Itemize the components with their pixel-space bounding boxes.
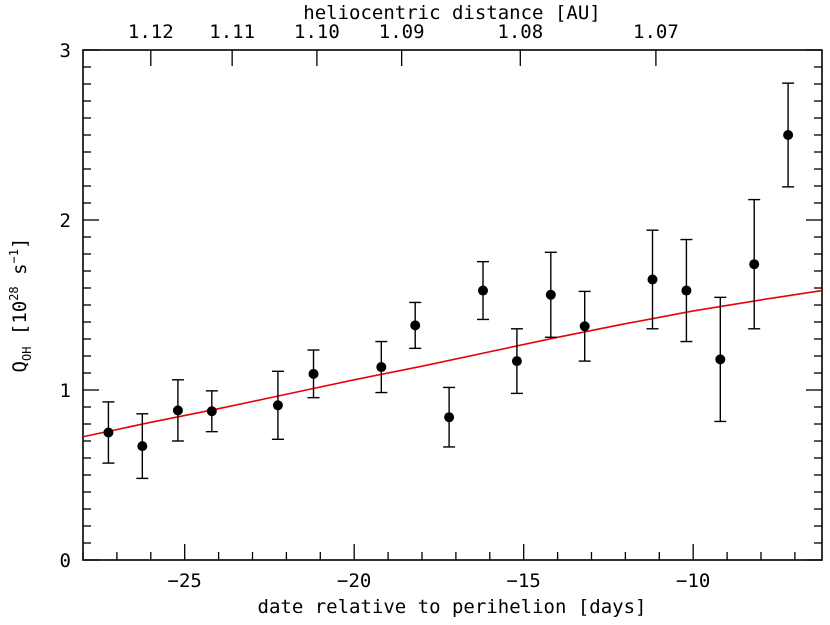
- data-point: [579, 321, 590, 332]
- y-label-unit-superscript: −1: [7, 249, 21, 263]
- x-tick-label: −10: [676, 570, 710, 592]
- data-point: [545, 289, 556, 300]
- top-tick-label: 1.11: [209, 21, 255, 43]
- top-tick-label: 1.07: [633, 21, 679, 43]
- data-point: [444, 412, 455, 423]
- data-points-layer: [102, 82, 795, 480]
- data-point: [681, 285, 692, 296]
- top-tick-label: 1.08: [497, 21, 543, 43]
- axis-tick-labels: −25 −20 −15 −10 0 1 2 3 1.12 1.11 1.10 1.09 1.08 1.07: [60, 21, 711, 592]
- y-tick-label: 3: [60, 40, 71, 62]
- data-point: [715, 354, 726, 365]
- y-label-prefix: Q: [9, 361, 31, 372]
- data-point: [749, 259, 760, 270]
- data-point: [172, 405, 183, 416]
- y-label-unit: s: [9, 263, 31, 286]
- data-point: [272, 400, 283, 411]
- top-axis-label: heliocentric distance [AU]: [303, 2, 600, 24]
- axis-ticks: [82, 49, 822, 561]
- data-point: [308, 368, 319, 379]
- x-axis-label: date relative to perihelion [days]: [258, 596, 647, 618]
- data-point: [137, 441, 148, 452]
- data-point: [647, 274, 658, 285]
- y-label-bracket-close: ]: [9, 238, 31, 249]
- y-tick-label: 1: [60, 380, 71, 402]
- top-tick-label: 1.12: [128, 21, 174, 43]
- data-point: [410, 320, 421, 331]
- x-tick-label: −20: [337, 570, 371, 592]
- y-label-superscript: 28: [7, 286, 21, 300]
- data-point: [511, 356, 522, 367]
- y-tick-label: 0: [60, 550, 71, 572]
- data-point: [376, 362, 387, 373]
- top-tick-label: 1.10: [294, 21, 340, 43]
- y-label-bracket: [10: [9, 301, 31, 347]
- y-label-subscript: OH: [20, 347, 34, 361]
- data-point: [103, 427, 114, 438]
- data-point: [478, 285, 489, 296]
- top-tick-label: 1.09: [379, 21, 425, 43]
- x-tick-label: −25: [168, 570, 202, 592]
- data-point: [206, 406, 217, 417]
- data-point: [783, 130, 794, 140]
- x-tick-label: −15: [507, 570, 541, 592]
- y-tick-label: 2: [60, 210, 71, 232]
- y-axis-label: QOH [1028 s−1]: [7, 238, 34, 373]
- plot-frame: [82, 49, 823, 561]
